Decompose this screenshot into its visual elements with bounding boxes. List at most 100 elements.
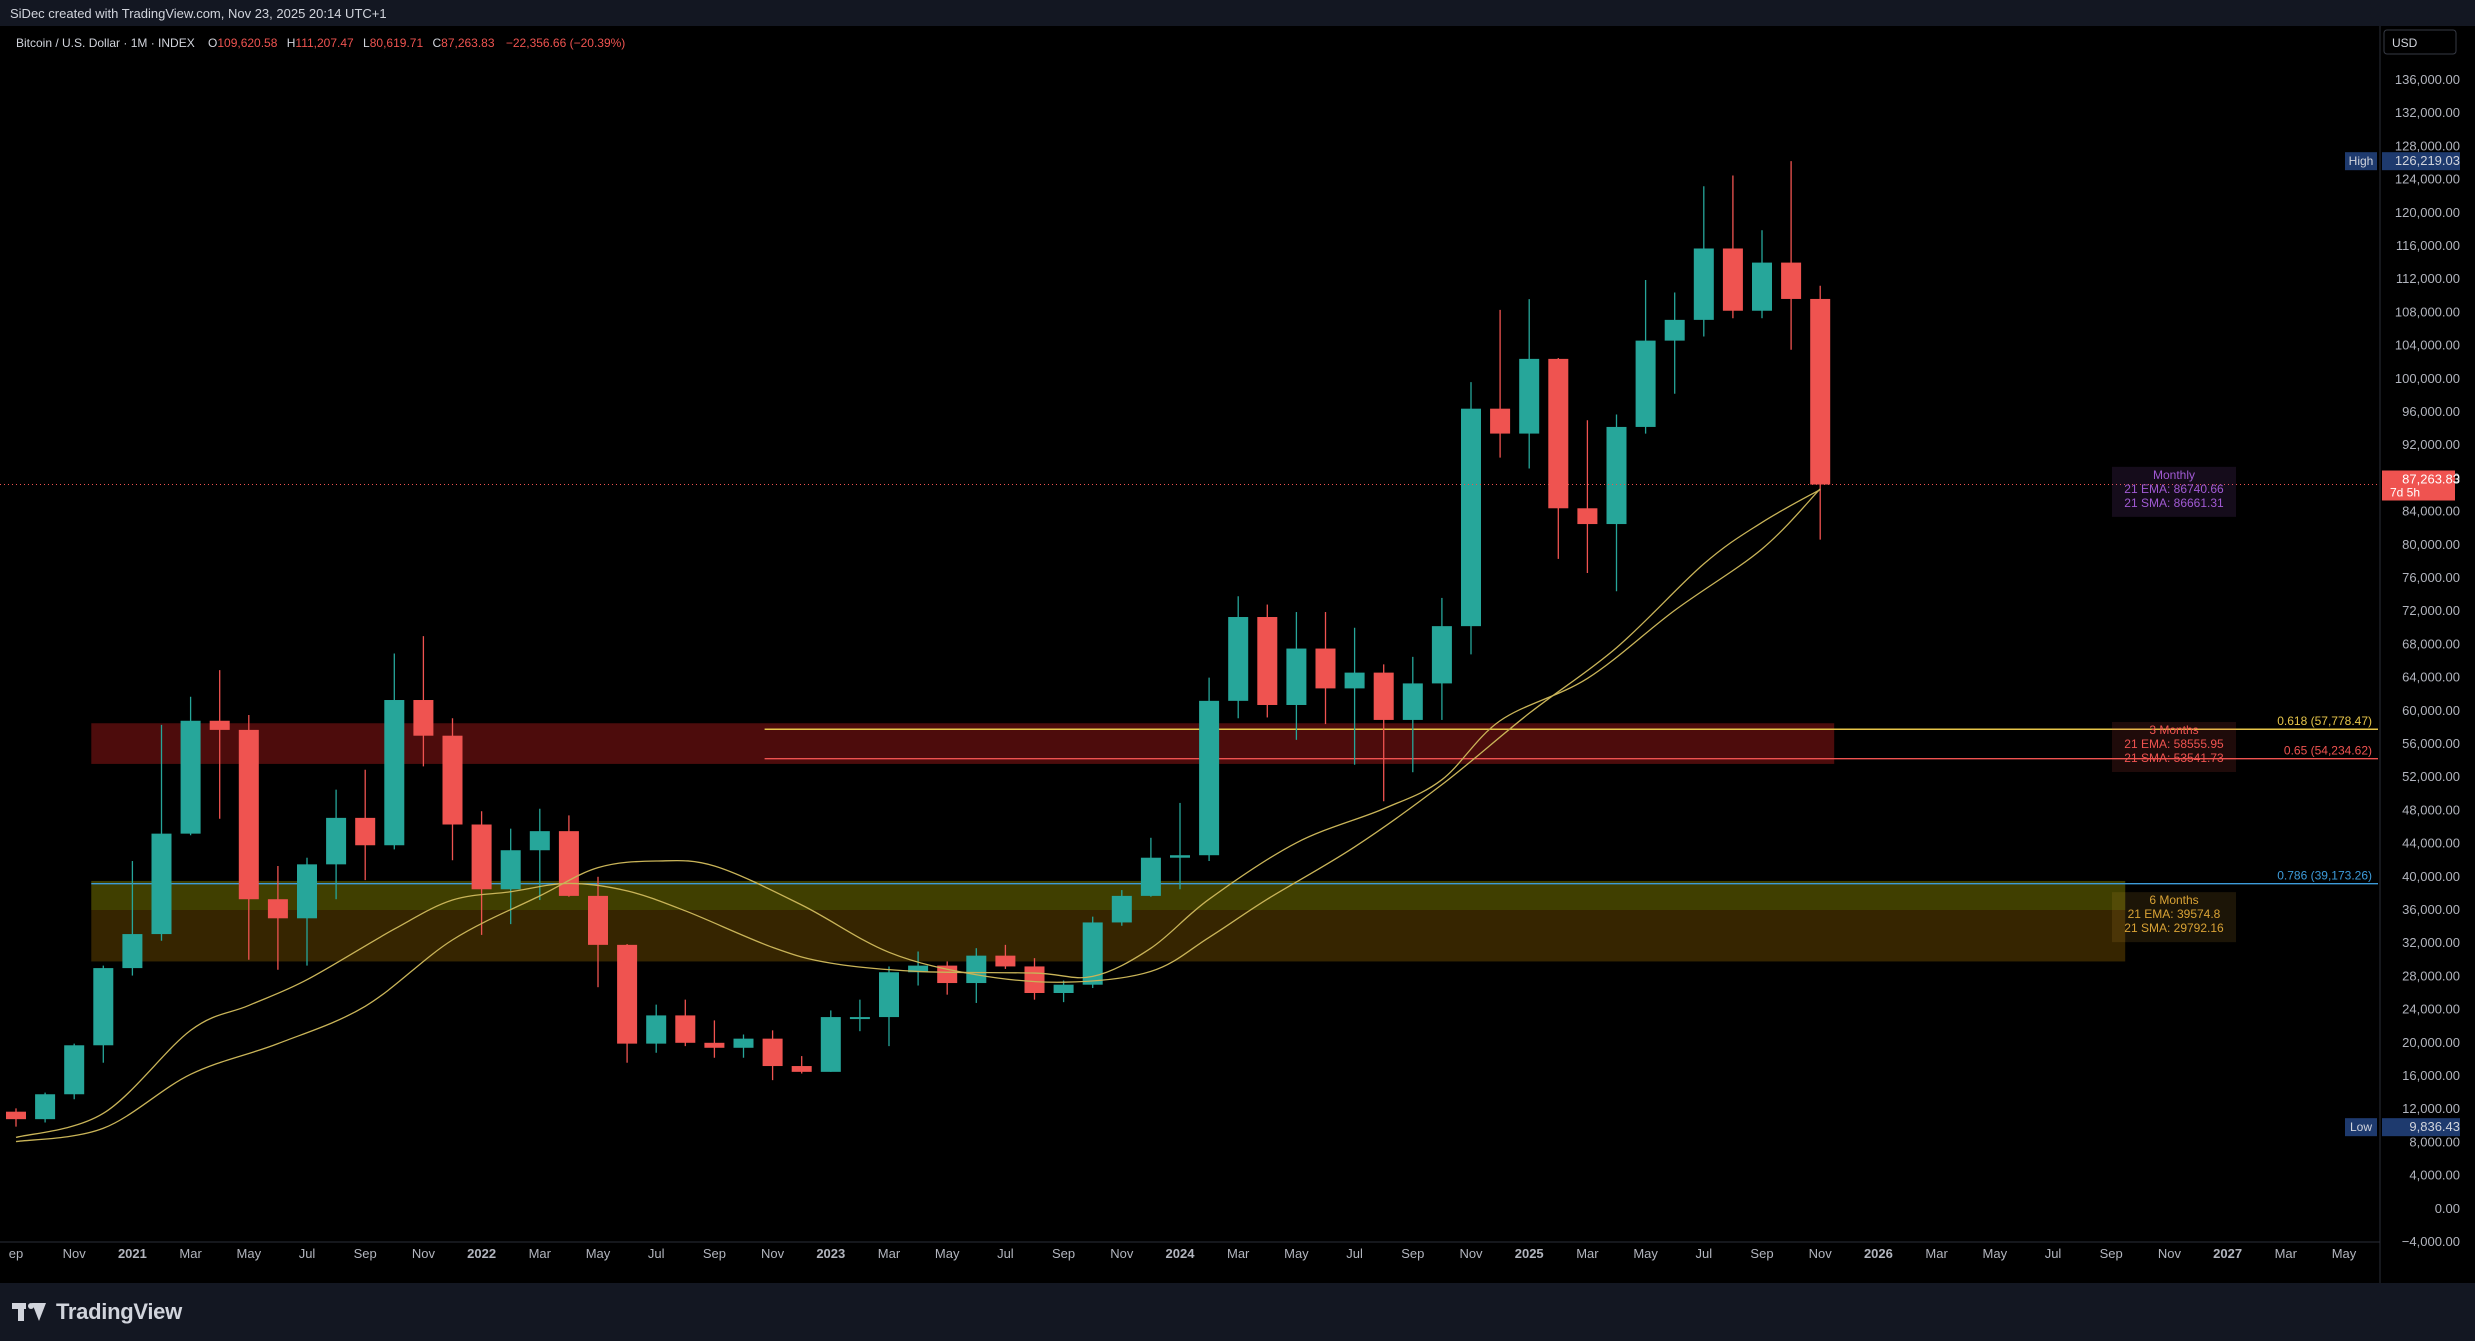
time-tick-label: Sep	[1052, 1246, 1075, 1261]
price-tick-label: 128,000.00	[2395, 138, 2460, 153]
credit-text: SiDec created with TradingView.com, Nov …	[10, 6, 387, 21]
candle-body	[1140, 857, 1161, 896]
time-tick-label: Jul	[1346, 1246, 1363, 1261]
tradingview-wordmark: TradingView	[56, 1299, 182, 1324]
candle-body	[267, 899, 288, 919]
candle-body	[297, 864, 317, 919]
info-box-title: 3 Months	[2149, 723, 2198, 737]
zone-3	[91, 880, 2126, 910]
time-tick-label: May	[2332, 1246, 2357, 1261]
time-tick-label: 2027	[2213, 1246, 2242, 1261]
price-tick-label: 40,000.00	[2402, 869, 2460, 884]
time-tick-label: Mar	[878, 1246, 901, 1261]
time-tick-label: 2025	[1515, 1246, 1544, 1261]
legend-close-label: C	[432, 36, 441, 50]
price-tick-label: 56,000.00	[2402, 736, 2460, 751]
candle-body	[1722, 248, 1743, 311]
candle-body	[1752, 262, 1772, 311]
tradingview-logo[interactable]: TradingView	[12, 1299, 182, 1325]
info-box-bg	[2112, 722, 2236, 772]
candle-body	[1664, 319, 1685, 341]
legend-ohlc: O109,620.58 H111,207.47 L80,619.71 C87,2…	[208, 36, 625, 50]
price-tick-label: −4,000.00	[2402, 1234, 2460, 1249]
time-tick-label: 2021	[118, 1246, 147, 1261]
price-tick-label: 76,000.00	[2402, 570, 2460, 585]
price-tick-label: 108,000.00	[2395, 304, 2460, 319]
time-tick-label: Jul	[1695, 1246, 1712, 1261]
candle-body	[588, 895, 608, 945]
candle-body	[1781, 262, 1802, 299]
candle-body	[762, 1038, 783, 1067]
candle-body	[1431, 626, 1452, 684]
legend-open: 109,620.58	[217, 36, 277, 50]
currency-badge[interactable]: USD	[2383, 29, 2457, 55]
price-tick-label: 24,000.00	[2402, 1002, 2460, 1017]
candle-body	[1315, 648, 1336, 689]
price-tick-label: 80,000.00	[2402, 537, 2460, 552]
low-tag-bg	[2345, 1118, 2377, 1137]
legend-high-label: H	[287, 36, 296, 50]
fib-label-3: 0.786 (39,173.26)	[2277, 869, 2372, 883]
candle-body	[1810, 298, 1831, 485]
time-tick-label: Sep	[1401, 1246, 1424, 1261]
price-tick-label: 60,000.00	[2402, 703, 2460, 718]
candle-body	[500, 850, 521, 890]
candle-body	[966, 955, 987, 984]
candle-body	[326, 817, 347, 865]
info-box-line: 21 SMA: 86661.31	[2124, 496, 2224, 510]
candle-body	[1693, 248, 1714, 320]
time-axis[interactable]: ep Nov 2021 Mar May Jul Sep Nov 2022 Mar May Jul Sep…	[0, 1241, 2380, 1261]
candle-body	[413, 700, 434, 736]
candle-body	[1606, 426, 1627, 525]
candle-body	[558, 831, 579, 896]
candle-body	[1199, 700, 1220, 856]
legend-close: 87,263.83	[441, 36, 495, 50]
time-tick-label: ep	[9, 1246, 23, 1261]
moving-averages-layer	[15, 488, 1821, 1143]
price-tick-label: 104,000.00	[2395, 338, 2460, 353]
time-tick-label: May	[1284, 1246, 1309, 1261]
candle-body	[151, 833, 172, 935]
price-tick-label: 48,000.00	[2402, 802, 2460, 817]
high-tag-label: High	[2349, 154, 2374, 168]
low-value: 9,836.43	[2409, 1119, 2460, 1134]
time-tick-label: 2024	[1166, 1246, 1196, 1261]
price-tick-label: 100,000.00	[2395, 371, 2460, 386]
legend-change: −22,356.66 (−20.39%)	[506, 36, 625, 50]
candle-body	[1286, 648, 1307, 705]
tradingview-logo-icon	[12, 1303, 46, 1321]
ema21-line	[15, 488, 1821, 1139]
time-tick-label: May	[1633, 1246, 1658, 1261]
candle-body	[442, 735, 463, 825]
candle-body	[1548, 358, 1569, 509]
time-tick-label: Nov	[1809, 1246, 1833, 1261]
candle-body	[64, 1045, 85, 1095]
info-box-bg	[2112, 892, 2236, 943]
high-tag-bg	[2345, 152, 2377, 171]
time-tick-label: Jul	[997, 1246, 1014, 1261]
candles-layer	[6, 161, 1831, 1127]
candle-body	[209, 720, 230, 730]
candle-body	[675, 1015, 696, 1043]
price-tick-label: 112,000.00	[2396, 271, 2460, 286]
candle-body	[908, 965, 929, 973]
price-tick-label: 44,000.00	[2402, 836, 2460, 851]
time-tick-label: 2023	[816, 1246, 845, 1261]
time-tick-label: Mar	[179, 1246, 202, 1261]
currency-badge-box[interactable]	[2383, 29, 2457, 55]
time-tick-label: Mar	[2275, 1246, 2298, 1261]
price-axis[interactable]: −4,000.00 0.00 4,000.00 8,000.00 12,000.00 16…	[2345, 26, 2475, 1283]
price-chart[interactable]: 0.618 (57,778.47) 0.65 (54,234.62) 0.786 (…	[0, 26, 2475, 1283]
time-tick-label: May	[935, 1246, 960, 1261]
price-tick-label: 64,000.00	[2402, 670, 2460, 685]
price-tick-label: 68,000.00	[2402, 636, 2460, 651]
legend-low: 80,619.71	[370, 36, 424, 50]
time-tick-label: Nov	[1110, 1246, 1134, 1261]
candle-body	[1053, 984, 1074, 993]
time-tick-label: Mar	[1227, 1246, 1250, 1261]
price-tick-label: 96,000.00	[2402, 404, 2460, 419]
candle-body	[1257, 617, 1278, 705]
price-tick-label: 116,000.00	[2396, 238, 2460, 253]
time-tick-label: Nov	[761, 1246, 785, 1261]
